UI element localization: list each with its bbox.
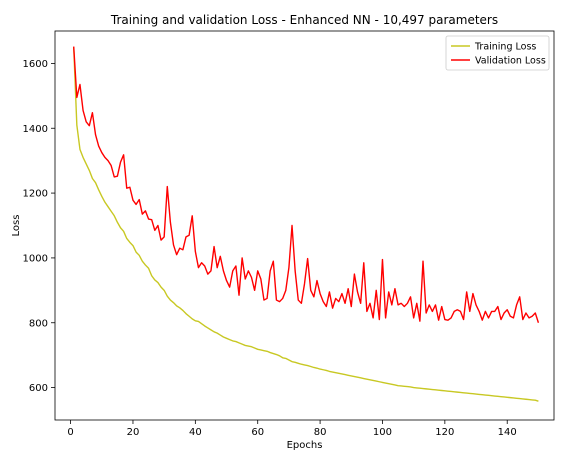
y-axis-label: Loss [11, 215, 22, 237]
x-tick-label: 60 [251, 427, 264, 438]
y-tick-label: 1600 [23, 59, 48, 70]
series-line-validation-loss [73, 46, 540, 323]
x-tick-label: 80 [314, 427, 327, 438]
plot-area [73, 46, 540, 402]
chart-title: Training and validation Loss - Enhanced … [110, 13, 498, 27]
x-tick-label: 0 [67, 427, 73, 438]
series-line-training-loss [73, 47, 539, 402]
chart-legend: Training Loss Validation Loss [445, 35, 550, 71]
x-tick-label: 120 [435, 427, 454, 438]
y-tick-label: 600 [29, 383, 48, 394]
y-tick-label: 1400 [23, 124, 48, 135]
x-tick-label: 100 [373, 427, 392, 438]
x-tick-label: 140 [498, 427, 517, 438]
x-tick-label: 40 [189, 427, 202, 438]
axis-ticks: 0 20 40 60 80 100 120 140 600 800 1000 1200 1400 1600 [23, 59, 517, 438]
y-tick-label: 1000 [23, 253, 48, 264]
legend-box [445, 35, 550, 71]
axes-frame [54, 30, 555, 421]
y-tick-label: 1200 [23, 189, 48, 200]
x-tick-label: 20 [127, 427, 140, 438]
x-axis-label: Epochs [287, 440, 323, 451]
y-tick-label: 800 [29, 318, 48, 329]
legend-label: Training Loss [474, 42, 536, 53]
legend-label: Validation Loss [475, 56, 546, 67]
